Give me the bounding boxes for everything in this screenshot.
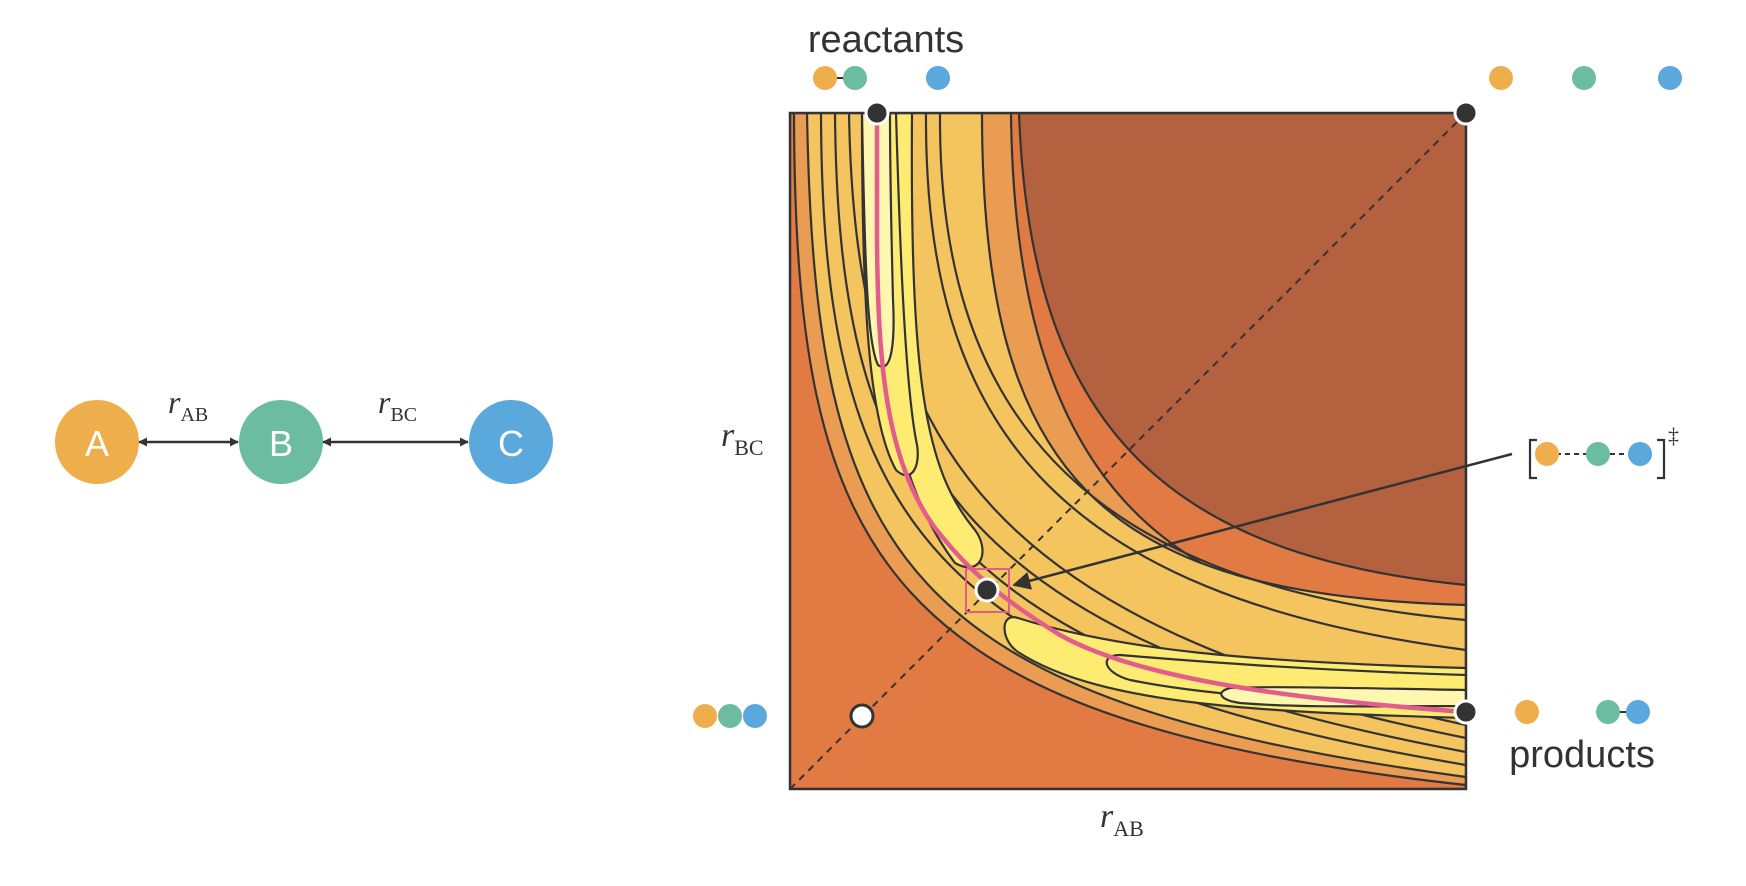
transition-state-box — [965, 568, 1010, 613]
compressed-configuration — [693, 704, 767, 728]
point-dissociated — [1453, 100, 1479, 126]
atom-b-label: B — [269, 423, 293, 464]
y-axis-label: rBC — [721, 417, 764, 460]
point-products — [1453, 699, 1479, 725]
transition-state-mark: ‡ — [1668, 423, 1679, 448]
x-axis-label: rAB — [1100, 798, 1144, 841]
atom-c-label: C — [498, 423, 524, 464]
contour-band-high — [1017, 113, 1466, 587]
reactants-configuration — [813, 66, 950, 90]
products-configuration — [1515, 700, 1650, 724]
dissociated-configuration — [1489, 66, 1682, 90]
potential-surface-plot: rAB rBC reactants — [693, 19, 1682, 841]
transition-state-configuration — [1528, 438, 1666, 480]
reactants-label: reactants — [808, 19, 964, 61]
bond-ab-label: rAB — [168, 384, 208, 426]
atom-b — [239, 400, 323, 484]
point-transition-state — [974, 577, 1000, 603]
symmetric-diagonal — [790, 113, 1466, 789]
products-label: products — [1509, 734, 1655, 776]
plot-frame — [788, 111, 1468, 791]
atom-a — [55, 400, 139, 484]
atom-a-label: A — [85, 423, 109, 464]
atom-c — [469, 400, 553, 484]
point-compressed — [849, 703, 875, 729]
point-reactants — [864, 100, 890, 126]
bond-bc-label: rBC — [378, 384, 417, 426]
transition-state-pointer — [1012, 452, 1513, 590]
molecule-diagram: A B C rAB rBC — [55, 384, 553, 484]
